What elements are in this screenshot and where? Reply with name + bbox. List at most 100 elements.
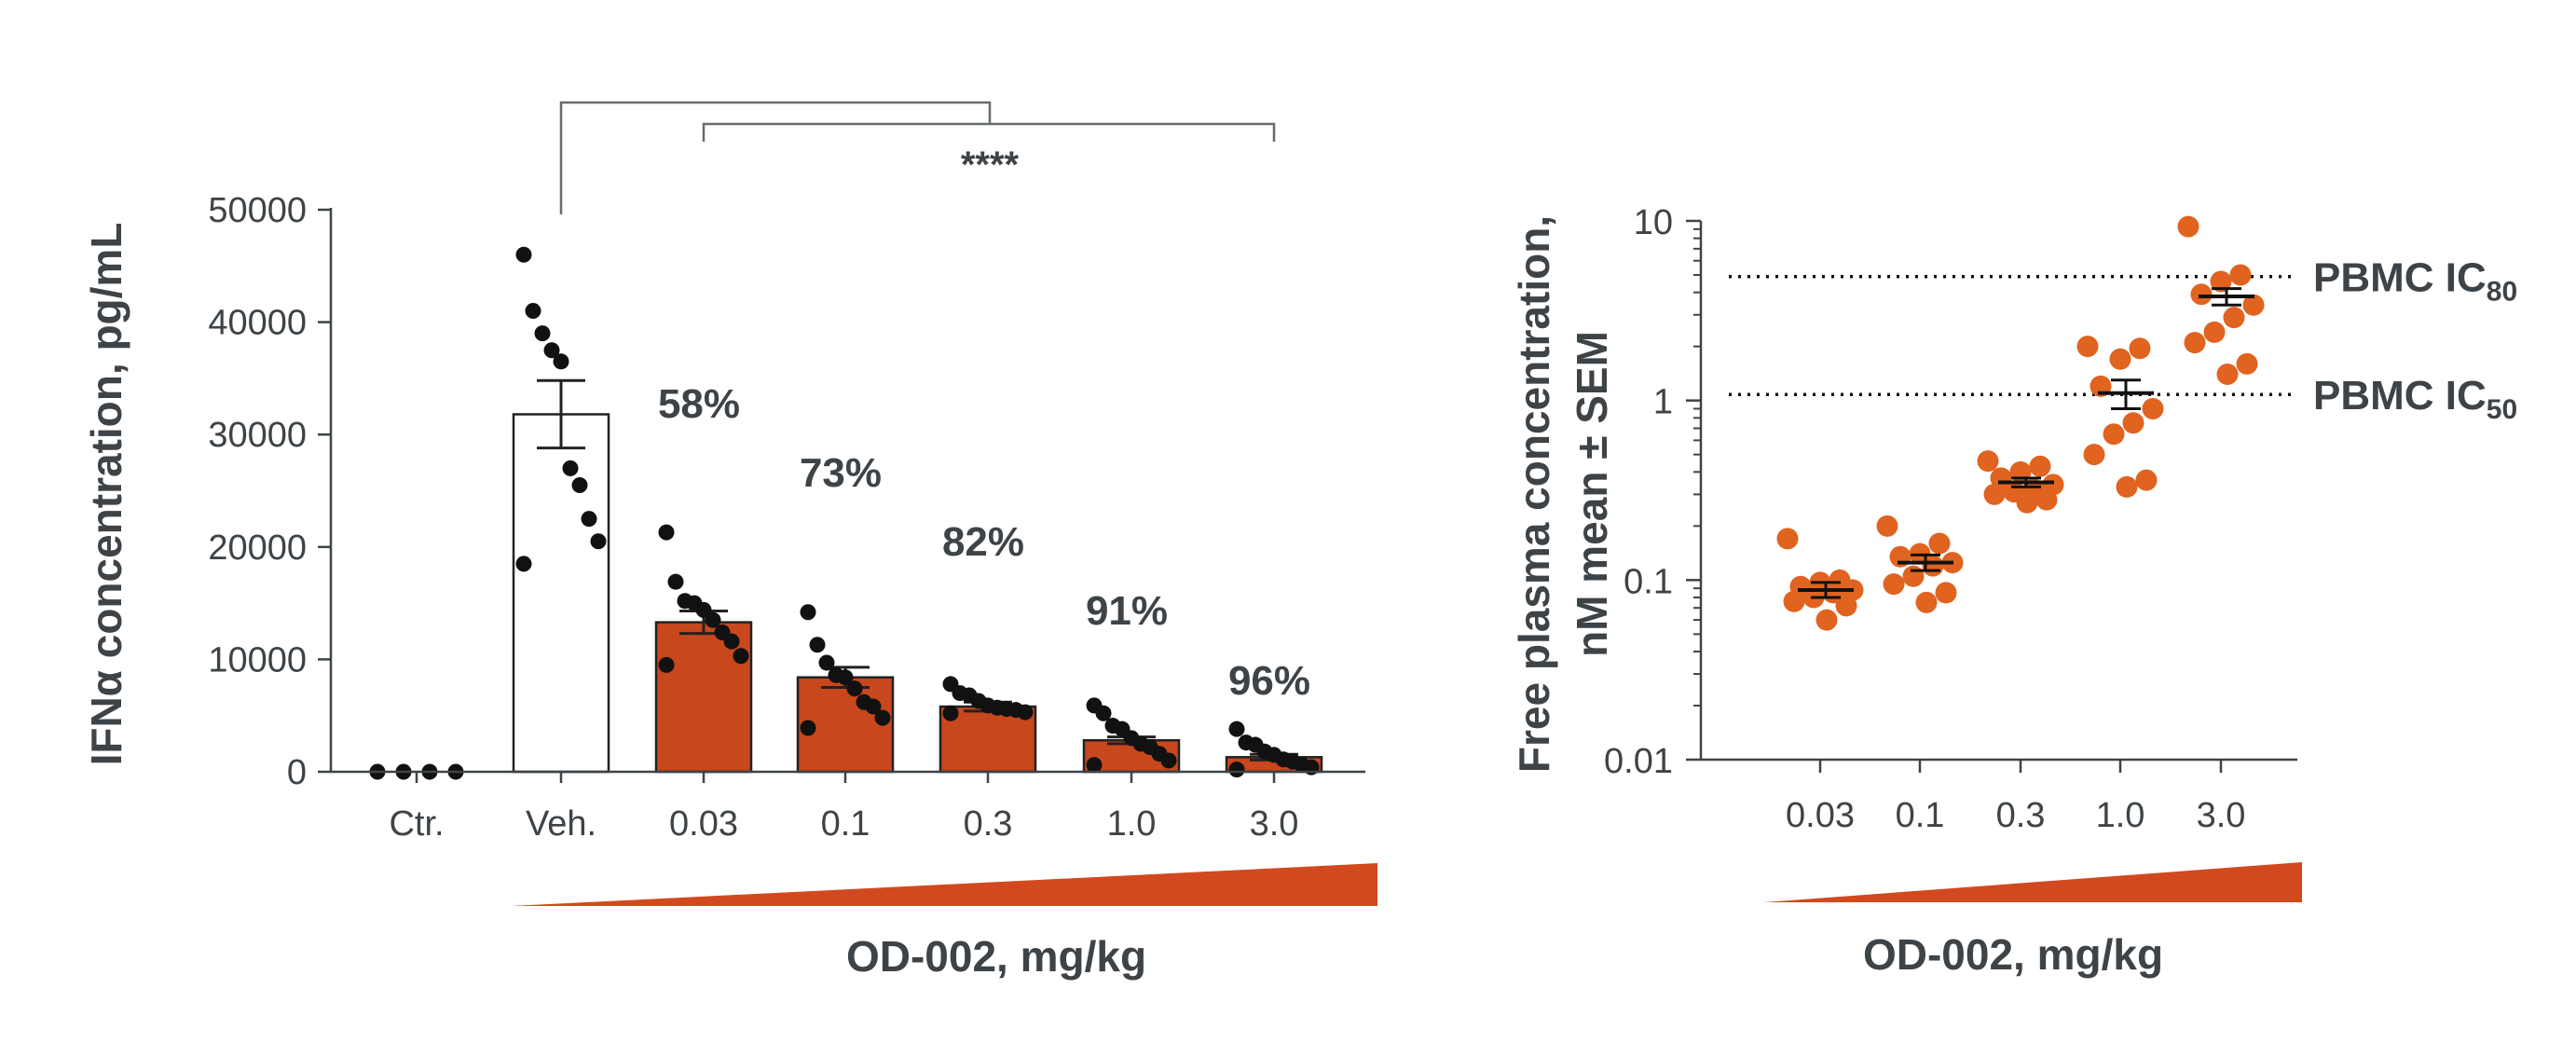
bracket-line — [702, 122, 1276, 142]
data-point — [1928, 532, 1951, 555]
data-point — [942, 705, 959, 721]
right-y-tick-label: 0.01 — [1604, 742, 1673, 781]
left-y-tick-label: 50000 — [208, 191, 307, 230]
right-error-bars — [1798, 287, 2254, 599]
right-x-axis-title: OD-002, mg/kg — [1863, 930, 2163, 979]
data-point — [733, 648, 749, 665]
data-point — [553, 353, 569, 370]
data-point — [1902, 565, 1925, 587]
data-point — [2190, 283, 2213, 306]
data-point — [1816, 609, 1838, 631]
data-point — [1977, 450, 1999, 473]
data-point — [1228, 762, 1245, 778]
data-point — [2109, 348, 2131, 370]
right-y-axis-title-line1: Free plasma concentration, — [1510, 215, 1558, 773]
data-point — [658, 524, 675, 541]
bar-Veh. — [512, 413, 610, 774]
data-point — [800, 720, 816, 736]
left-x-tick-label: Ctr. — [389, 804, 444, 844]
dose-ramp-right — [1764, 862, 2302, 902]
left-chart: 0 10000 20000 30000 40000 50000 Ctr. Veh. 0.03 0.… — [82, 101, 1377, 981]
right-y-tick-label: 10 — [1634, 203, 1673, 242]
data-point — [543, 342, 560, 359]
data-point — [2083, 444, 2105, 466]
right-x-tick-label: 0.03 — [1786, 796, 1855, 835]
data-point — [667, 573, 684, 590]
left-x-tick-label: 0.03 — [669, 804, 738, 844]
data-point — [2016, 491, 2038, 514]
data-point — [515, 246, 532, 263]
data-point — [809, 637, 826, 653]
left-axes — [318, 208, 1365, 783]
data-point — [2242, 294, 2265, 316]
data-point — [2076, 336, 2099, 358]
significance-label: **** — [961, 144, 1020, 185]
data-point — [1228, 721, 1245, 737]
data-point — [2129, 337, 2151, 360]
reference-line-label: PBMC IC80 — [2313, 255, 2517, 308]
inhibition-label: 96% — [1228, 658, 1310, 704]
left-x-tick-label: 0.3 — [964, 804, 1013, 844]
data-point — [1883, 573, 1905, 596]
data-point — [2035, 488, 2058, 511]
data-point — [2184, 332, 2206, 354]
right-axes — [1686, 219, 2297, 773]
left-y-tick-label: 10000 — [208, 640, 307, 680]
left-bars — [512, 413, 1323, 774]
data-point — [2177, 215, 2199, 238]
right-x-tick-label: 1.0 — [2096, 796, 2145, 835]
left-y-tick-label: 30000 — [208, 416, 307, 455]
dose-ramp-left — [511, 863, 1377, 906]
data-point — [2029, 455, 2051, 477]
left-x-tick-label: Veh. — [526, 804, 596, 844]
data-point — [800, 604, 816, 621]
data-point — [2229, 264, 2252, 286]
right-labels: 0.01 0.1 1 10 0.03 0.1 0.3 1.0 3.0 — [1604, 203, 2245, 835]
reference-line-label: PBMC IC50 — [2313, 373, 2517, 425]
data-point — [581, 511, 597, 528]
data-point — [1915, 591, 1938, 613]
data-point — [658, 656, 675, 673]
data-point — [1017, 704, 1034, 721]
right-y-tick-label: 1 — [1653, 383, 1673, 422]
right-y-tick-label: 0.1 — [1624, 562, 1673, 601]
data-point — [2103, 423, 2125, 446]
data-point — [515, 556, 532, 572]
data-point — [1835, 595, 1857, 617]
data-point — [571, 476, 588, 493]
right-chart: PBMC IC80 PBMC IC50 0.01 0.1 1 10 0.03 0.1 0.3 1… — [1510, 203, 2517, 979]
right-x-tick-label: 0.1 — [1896, 796, 1945, 835]
data-point — [846, 680, 863, 697]
data-point — [2135, 469, 2158, 491]
right-x-tick-label: 3.0 — [2197, 796, 2246, 835]
left-y-tick-label: 0 — [287, 753, 307, 792]
left-x-tick-label: 1.0 — [1107, 804, 1157, 844]
left-labels: 0 10000 20000 30000 40000 50000 Ctr. Veh. 0.03 0.… — [208, 191, 1310, 844]
data-point — [2216, 364, 2239, 386]
data-point — [2142, 397, 2164, 419]
data-point — [1935, 582, 1957, 604]
significance-bracket: **** — [559, 101, 1276, 214]
data-point — [1086, 757, 1103, 774]
data-point — [1783, 590, 1805, 612]
left-data-points — [369, 246, 1320, 780]
inhibition-label: 82% — [942, 519, 1024, 565]
bracket-line — [559, 101, 992, 214]
right-x-tick-label: 0.3 — [1996, 796, 2046, 835]
data-point — [2122, 412, 2144, 434]
right-data-points — [1776, 215, 2265, 631]
data-point — [695, 601, 712, 618]
data-point — [534, 325, 551, 342]
left-error-bars — [537, 378, 1298, 762]
inhibition-label: 73% — [800, 450, 882, 496]
data-point — [525, 303, 541, 320]
data-point — [818, 654, 835, 671]
data-point — [1160, 752, 1177, 769]
right-y-axis-title-line2: nM mean ± SEM — [1568, 331, 1616, 657]
data-point — [1876, 515, 1898, 537]
data-point — [837, 669, 854, 686]
data-point — [723, 633, 740, 650]
inhibition-label: 58% — [658, 381, 740, 427]
data-point — [865, 698, 882, 715]
